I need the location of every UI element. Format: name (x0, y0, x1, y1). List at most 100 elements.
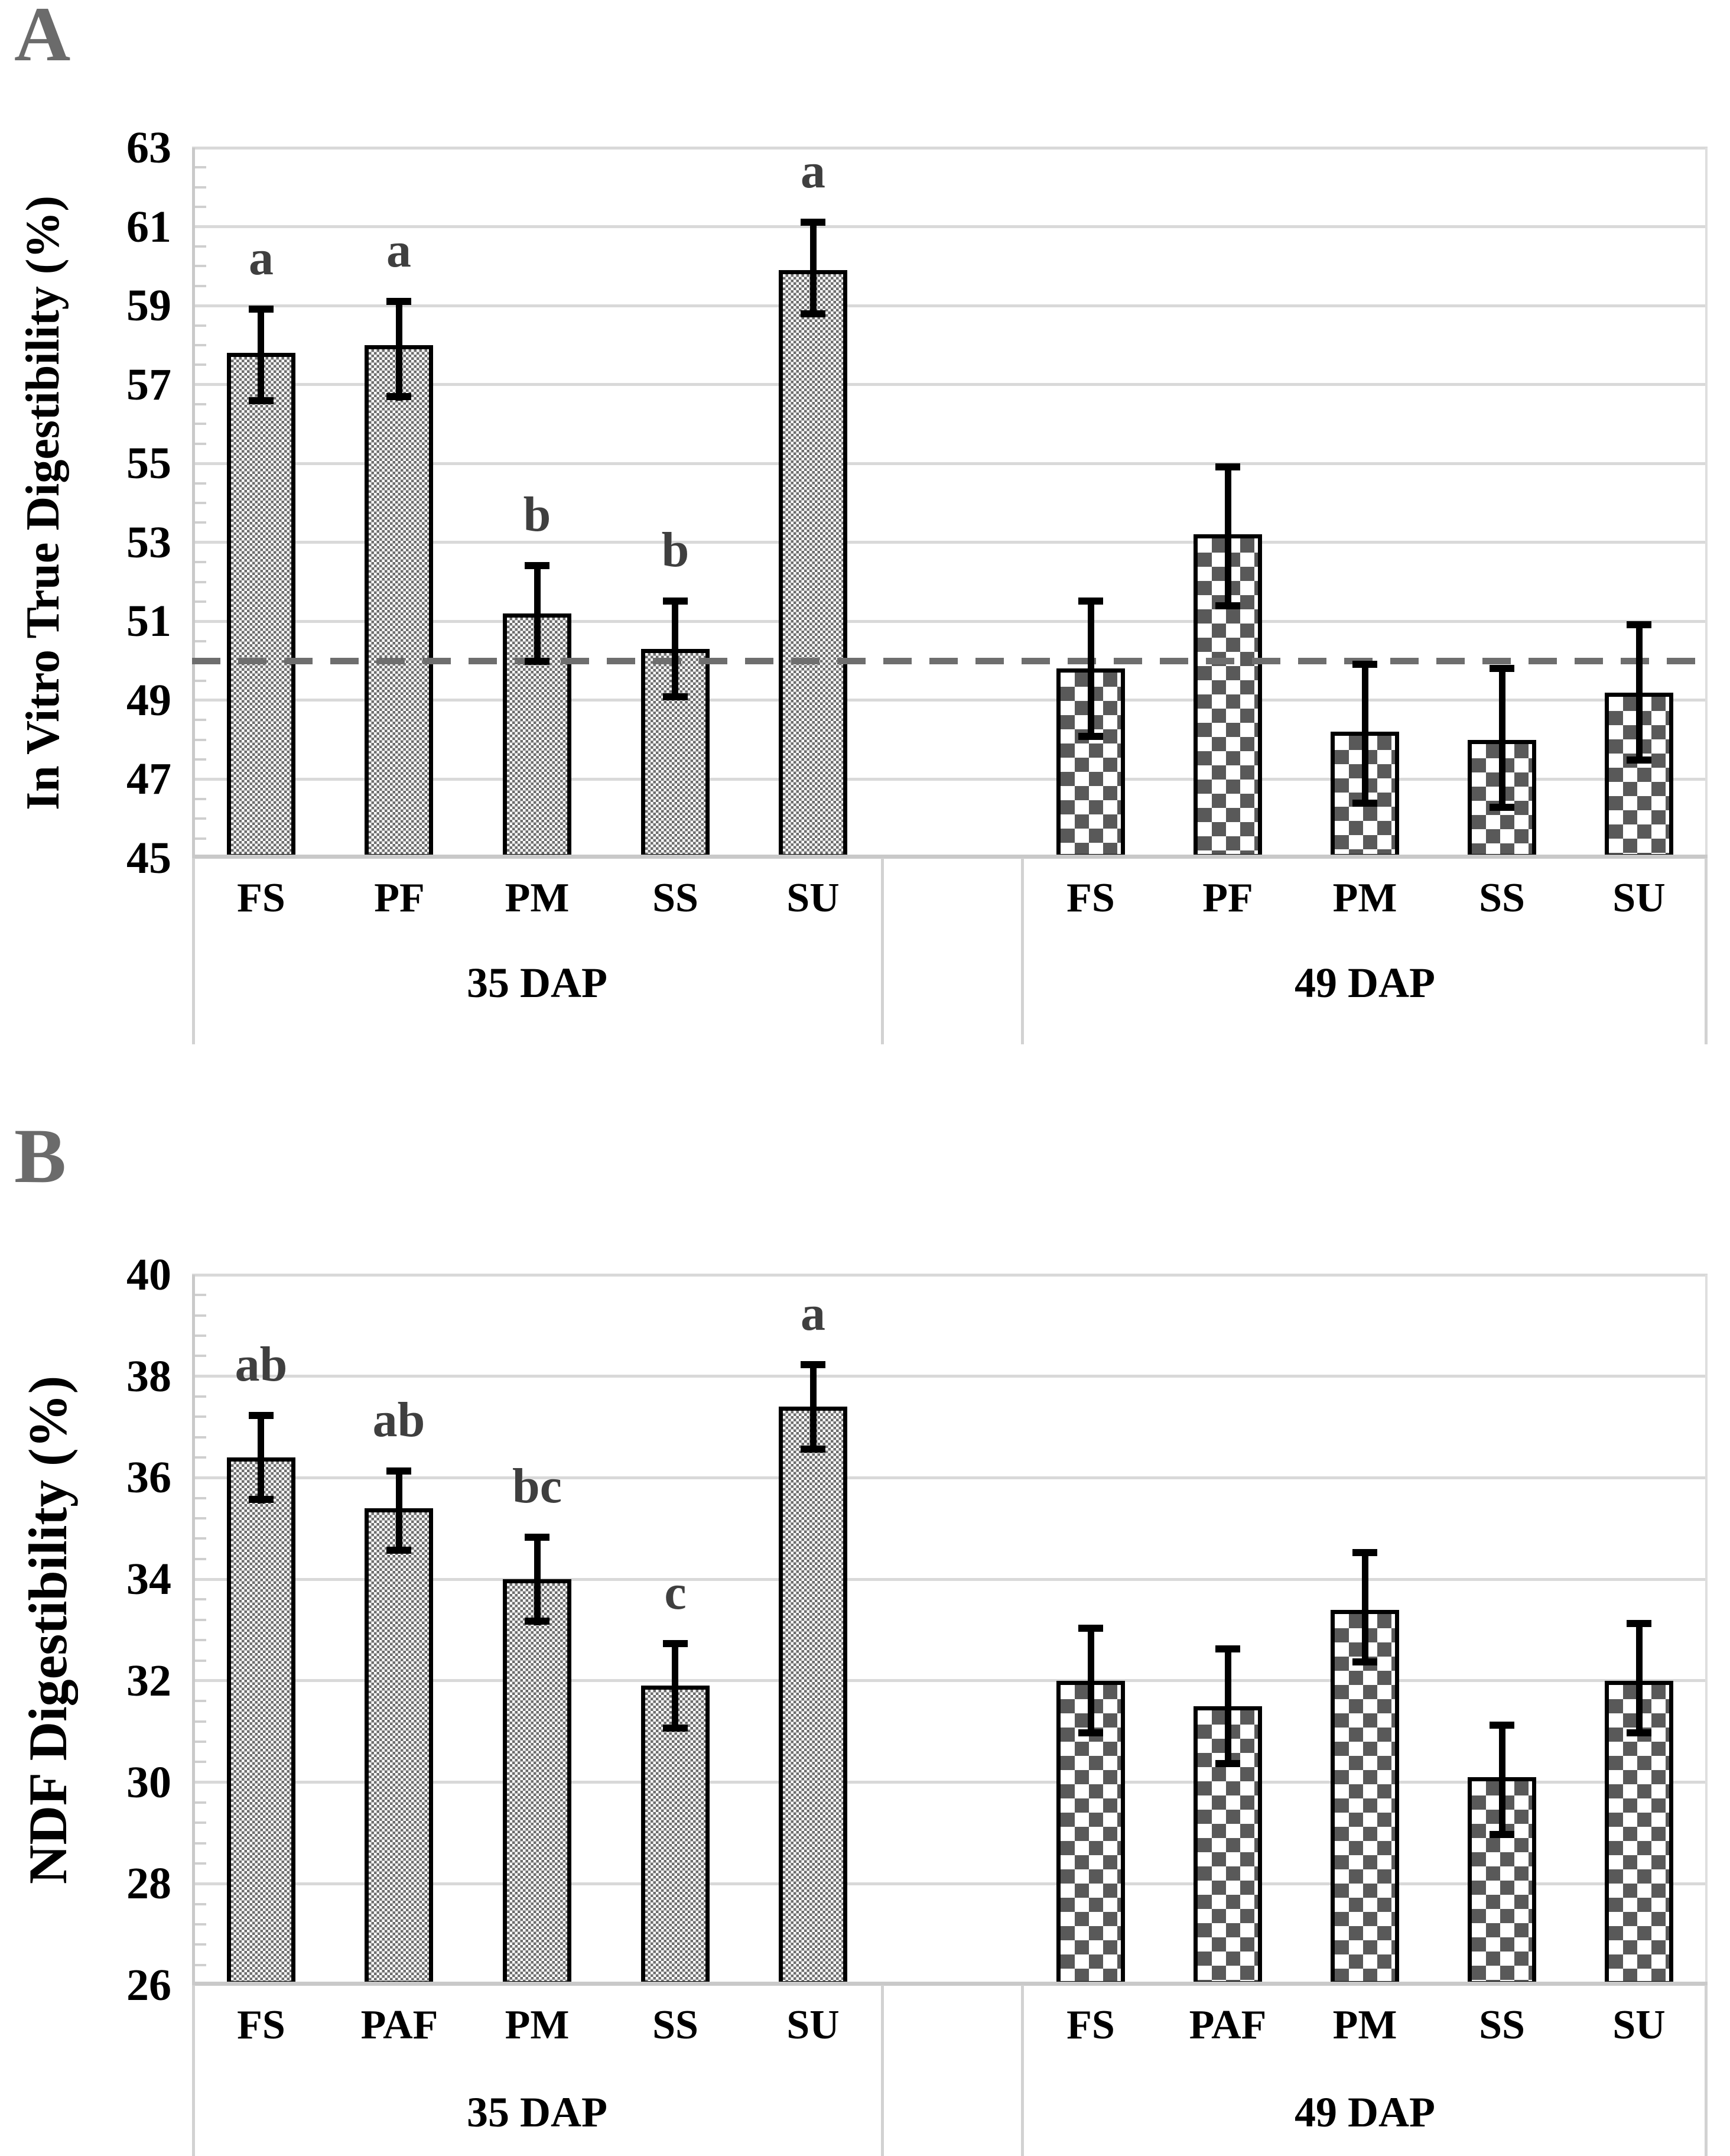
category-label: SU (1612, 2002, 1666, 2048)
plot-area-a: a a b b a (192, 144, 1708, 859)
bar-ss-35dap (641, 649, 710, 858)
bar-pf-35dap (365, 345, 433, 858)
y-axis-minor-tick (192, 1659, 206, 1662)
bar-paf-35dap (365, 1508, 433, 1985)
bar-su-35dap (779, 270, 847, 858)
error-bar-cap-top (1490, 665, 1514, 672)
axis-separator (1021, 1985, 1024, 2156)
y-axis-minor-tick (192, 1842, 206, 1845)
y-axis-minor-tick (192, 738, 206, 741)
significance-letter: bc (512, 1459, 562, 1514)
group-label: 35 DAP (467, 959, 607, 1006)
y-axis-tick-label: 30 (126, 1757, 171, 1807)
significance-letter: c (664, 1565, 687, 1620)
significance-letter: a (801, 1286, 825, 1341)
significance-letter: a (801, 144, 825, 199)
axis-separator (192, 858, 195, 1044)
significance-letter: ab (372, 1392, 425, 1447)
gridline (192, 1781, 1708, 1784)
y-axis-minor-tick (192, 758, 206, 761)
gridline (192, 1882, 1708, 1885)
error-bar-cap-bottom (1215, 1760, 1240, 1767)
error-bar-cap-top (1352, 661, 1377, 668)
error-bar (1636, 621, 1643, 763)
category-label: SS (652, 2002, 698, 2048)
error-bar-cap-top (1215, 463, 1240, 470)
error-bar (1225, 463, 1231, 609)
y-axis-minor-tick (192, 1700, 206, 1703)
error-bar-cap-bottom (1352, 800, 1377, 807)
y-axis-minor-tick (192, 1618, 206, 1621)
error-bar (1499, 665, 1505, 811)
y-axis-minor-tick (192, 817, 206, 820)
y-axis-tick-label: 51 (126, 596, 171, 647)
group-label: 49 DAP (1295, 959, 1435, 1006)
bar-su-35dap (779, 1407, 847, 1985)
error-bar-cap-top (1078, 1625, 1103, 1632)
y-axis-minor-tick (192, 1862, 206, 1865)
error-bar-cap-bottom (525, 1618, 549, 1625)
y-axis-minor-tick (192, 1517, 206, 1520)
error-bar (396, 1467, 402, 1554)
plot-right-border (1705, 148, 1708, 858)
error-bar-cap-bottom (663, 693, 688, 700)
error-bar-cap-bottom (1215, 602, 1240, 609)
y-axis-minor-tick (192, 1456, 206, 1459)
error-bar (810, 1361, 817, 1453)
error-bar-cap-top (663, 1640, 688, 1647)
y-axis-minor-tick (192, 1902, 206, 1905)
y-axis-tick-label: 61 (126, 202, 171, 252)
y-axis-minor-tick (192, 679, 206, 682)
gridline (192, 619, 1708, 623)
error-bar-cap-bottom (1352, 1658, 1377, 1665)
plot-area-b: ab ab bc c a (192, 1273, 1708, 1986)
category-label: PF (1202, 875, 1253, 921)
y-axis-minor-tick (192, 561, 206, 564)
error-bar-cap-top (249, 1412, 274, 1419)
y-axis-minor-tick (192, 206, 206, 209)
x-axis-label-area-a: FS PF PM SS SU 35 DAP FS PF PM SS SU 49 DAP (192, 858, 1708, 1044)
gridline (192, 777, 1708, 781)
y-axis-minor-tick (192, 284, 206, 287)
axis-separator (1705, 1985, 1708, 2156)
error-bar-cap-bottom (1490, 804, 1514, 811)
category-label: PAF (360, 2002, 438, 2048)
reference-line (192, 658, 1708, 665)
gridline (192, 304, 1708, 307)
y-axis-minor-tick (192, 1639, 206, 1642)
category-label: PAF (1189, 2002, 1267, 2048)
error-bar (672, 1640, 678, 1732)
category-label: SU (786, 875, 840, 921)
y-axis-minor-tick (192, 797, 206, 800)
y-axis-minor-tick (192, 245, 206, 248)
error-bar-cap-bottom (386, 1547, 411, 1554)
category-label: FS (1066, 875, 1115, 921)
y-axis-minor-tick (192, 1436, 206, 1439)
error-bar-cap-top (1078, 598, 1103, 605)
error-bar-cap-bottom (1490, 1831, 1514, 1838)
axis-separator (1705, 858, 1708, 1044)
y-axis-minor-tick (192, 837, 206, 840)
y-axis-tick-label: 36 (126, 1453, 171, 1503)
y-axis-tick-label: 53 (126, 517, 171, 567)
y-axis-tick-label: 45 (126, 833, 171, 883)
y-axis-minor-tick (192, 1537, 206, 1540)
panel-b: B NDF Digestibility (%) ab ab bc c a FS PAF PM… (0, 1078, 1730, 2156)
error-bar-cap-top (1490, 1722, 1514, 1729)
y-axis-tick-label: 63 (126, 123, 171, 173)
y-axis-line (192, 148, 195, 858)
error-bar-cap-bottom (1078, 1729, 1103, 1736)
y-axis-minor-tick (192, 1314, 206, 1317)
gridline (192, 1679, 1708, 1683)
gridline (192, 1273, 1708, 1277)
category-label: FS (237, 875, 285, 921)
category-label: FS (237, 2002, 285, 2048)
y-axis-minor-tick (192, 423, 206, 426)
significance-letter: b (661, 522, 690, 577)
significance-letter: b (523, 487, 551, 542)
plot-right-border (1705, 1275, 1708, 1985)
error-bar (810, 219, 817, 317)
error-bar (1362, 1549, 1368, 1665)
error-bar-cap-top (663, 598, 688, 605)
